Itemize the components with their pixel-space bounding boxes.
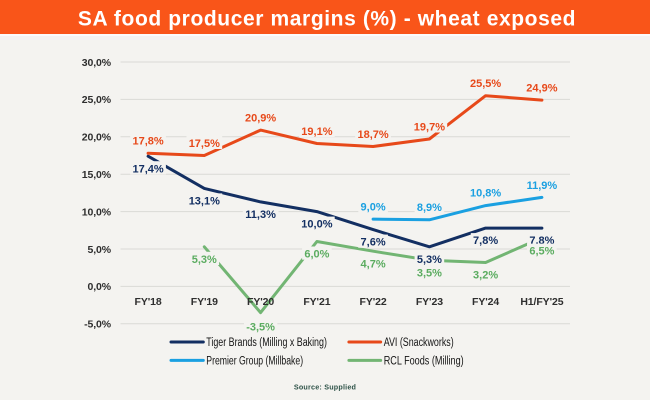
svg-text:30,0%: 30,0% <box>82 57 112 69</box>
svg-text:24,9%: 24,9% <box>526 83 557 95</box>
svg-text:19,1%: 19,1% <box>301 126 332 138</box>
svg-text:RCL Foods (Milling): RCL Foods (Milling) <box>384 355 464 367</box>
svg-text:17,4%: 17,4% <box>132 163 163 175</box>
svg-text:13,1%: 13,1% <box>189 196 220 208</box>
svg-text:FY'22: FY'22 <box>360 296 387 308</box>
svg-text:SA food producer margins (%) -: SA food producer margins (%) - wheat exp… <box>78 7 576 30</box>
svg-text:Tiger Brands (Milling x Baking: Tiger Brands (Milling x Baking) <box>206 337 327 349</box>
svg-text:FY'18: FY'18 <box>135 296 162 308</box>
svg-text:10,0%: 10,0% <box>301 219 332 231</box>
svg-text:3,2%: 3,2% <box>473 270 498 282</box>
svg-text:6,5%: 6,5% <box>529 246 554 258</box>
svg-text:10,8%: 10,8% <box>470 187 501 199</box>
svg-text:-5,0%: -5,0% <box>84 319 112 331</box>
svg-text:3,5%: 3,5% <box>417 267 442 279</box>
svg-text:17,5%: 17,5% <box>189 138 220 150</box>
svg-text:6,0%: 6,0% <box>304 249 329 261</box>
svg-text:FY'21: FY'21 <box>303 296 330 308</box>
svg-text:FY'19: FY'19 <box>191 296 218 308</box>
svg-text:25,5%: 25,5% <box>470 78 501 90</box>
svg-text:11,9%: 11,9% <box>527 180 558 192</box>
svg-text:8,9%: 8,9% <box>417 202 442 214</box>
svg-text:5,0%: 5,0% <box>87 244 111 256</box>
svg-text:0,0%: 0,0% <box>87 281 111 293</box>
svg-text:25,0%: 25,0% <box>82 94 112 106</box>
svg-text:20,9%: 20,9% <box>245 113 276 125</box>
svg-text:7,6%: 7,6% <box>361 237 386 249</box>
svg-text:5,3%: 5,3% <box>417 254 442 266</box>
svg-text:AVI (Snackworks): AVI (Snackworks) <box>384 337 454 349</box>
svg-text:20,0%: 20,0% <box>82 132 112 144</box>
svg-text:18,7%: 18,7% <box>357 129 388 141</box>
svg-text:19,7%: 19,7% <box>414 121 445 133</box>
svg-text:11,3%: 11,3% <box>245 209 276 221</box>
svg-text:Source: Supplied: Source: Supplied <box>294 383 356 392</box>
svg-text:4,7%: 4,7% <box>361 258 386 270</box>
svg-text:H1/FY'25: H1/FY'25 <box>520 296 563 308</box>
svg-text:5,3%: 5,3% <box>192 254 217 266</box>
svg-text:7,8%: 7,8% <box>473 235 498 247</box>
svg-text:-3,5%: -3,5% <box>246 321 275 333</box>
svg-text:FY'24: FY'24 <box>472 296 499 308</box>
svg-text:FY'20: FY'20 <box>247 296 274 308</box>
svg-text:FY'23: FY'23 <box>416 296 443 308</box>
svg-text:17,8%: 17,8% <box>132 136 163 148</box>
svg-text:Premier Group (Millbake): Premier Group (Millbake) <box>206 355 303 367</box>
svg-text:15,0%: 15,0% <box>82 169 112 181</box>
svg-text:10,0%: 10,0% <box>82 206 112 218</box>
svg-text:9,0%: 9,0% <box>361 202 386 214</box>
